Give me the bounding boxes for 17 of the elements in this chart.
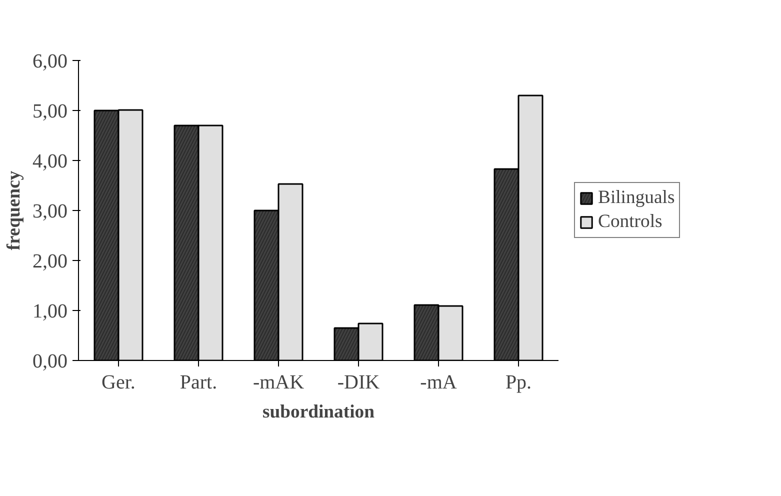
y-tick-label: 4,00 xyxy=(32,150,68,172)
y-tick-label: 6,00 xyxy=(32,50,68,72)
legend-label: Bilinguals xyxy=(598,187,675,209)
y-tick-label: 2,00 xyxy=(32,250,68,272)
x-axis-title: subordination xyxy=(262,402,376,422)
y-tick-label: 0,00 xyxy=(32,350,68,372)
x-tick-label: Part. xyxy=(180,372,218,394)
x-tick-label: Pp. xyxy=(505,372,532,394)
x-tick-label: -DIK xyxy=(337,372,380,394)
x-tick-label: -mAK xyxy=(252,372,305,394)
x-tick-label: -mA xyxy=(420,372,458,394)
legend-label: Controls xyxy=(598,211,662,233)
y-axis-title: frequency xyxy=(4,170,24,250)
x-tick-label: Ger. xyxy=(102,372,136,394)
y-tick-label: 5,00 xyxy=(32,100,68,122)
y-tick-label: 3,00 xyxy=(32,200,68,222)
y-tick-label: 1,00 xyxy=(32,300,68,322)
